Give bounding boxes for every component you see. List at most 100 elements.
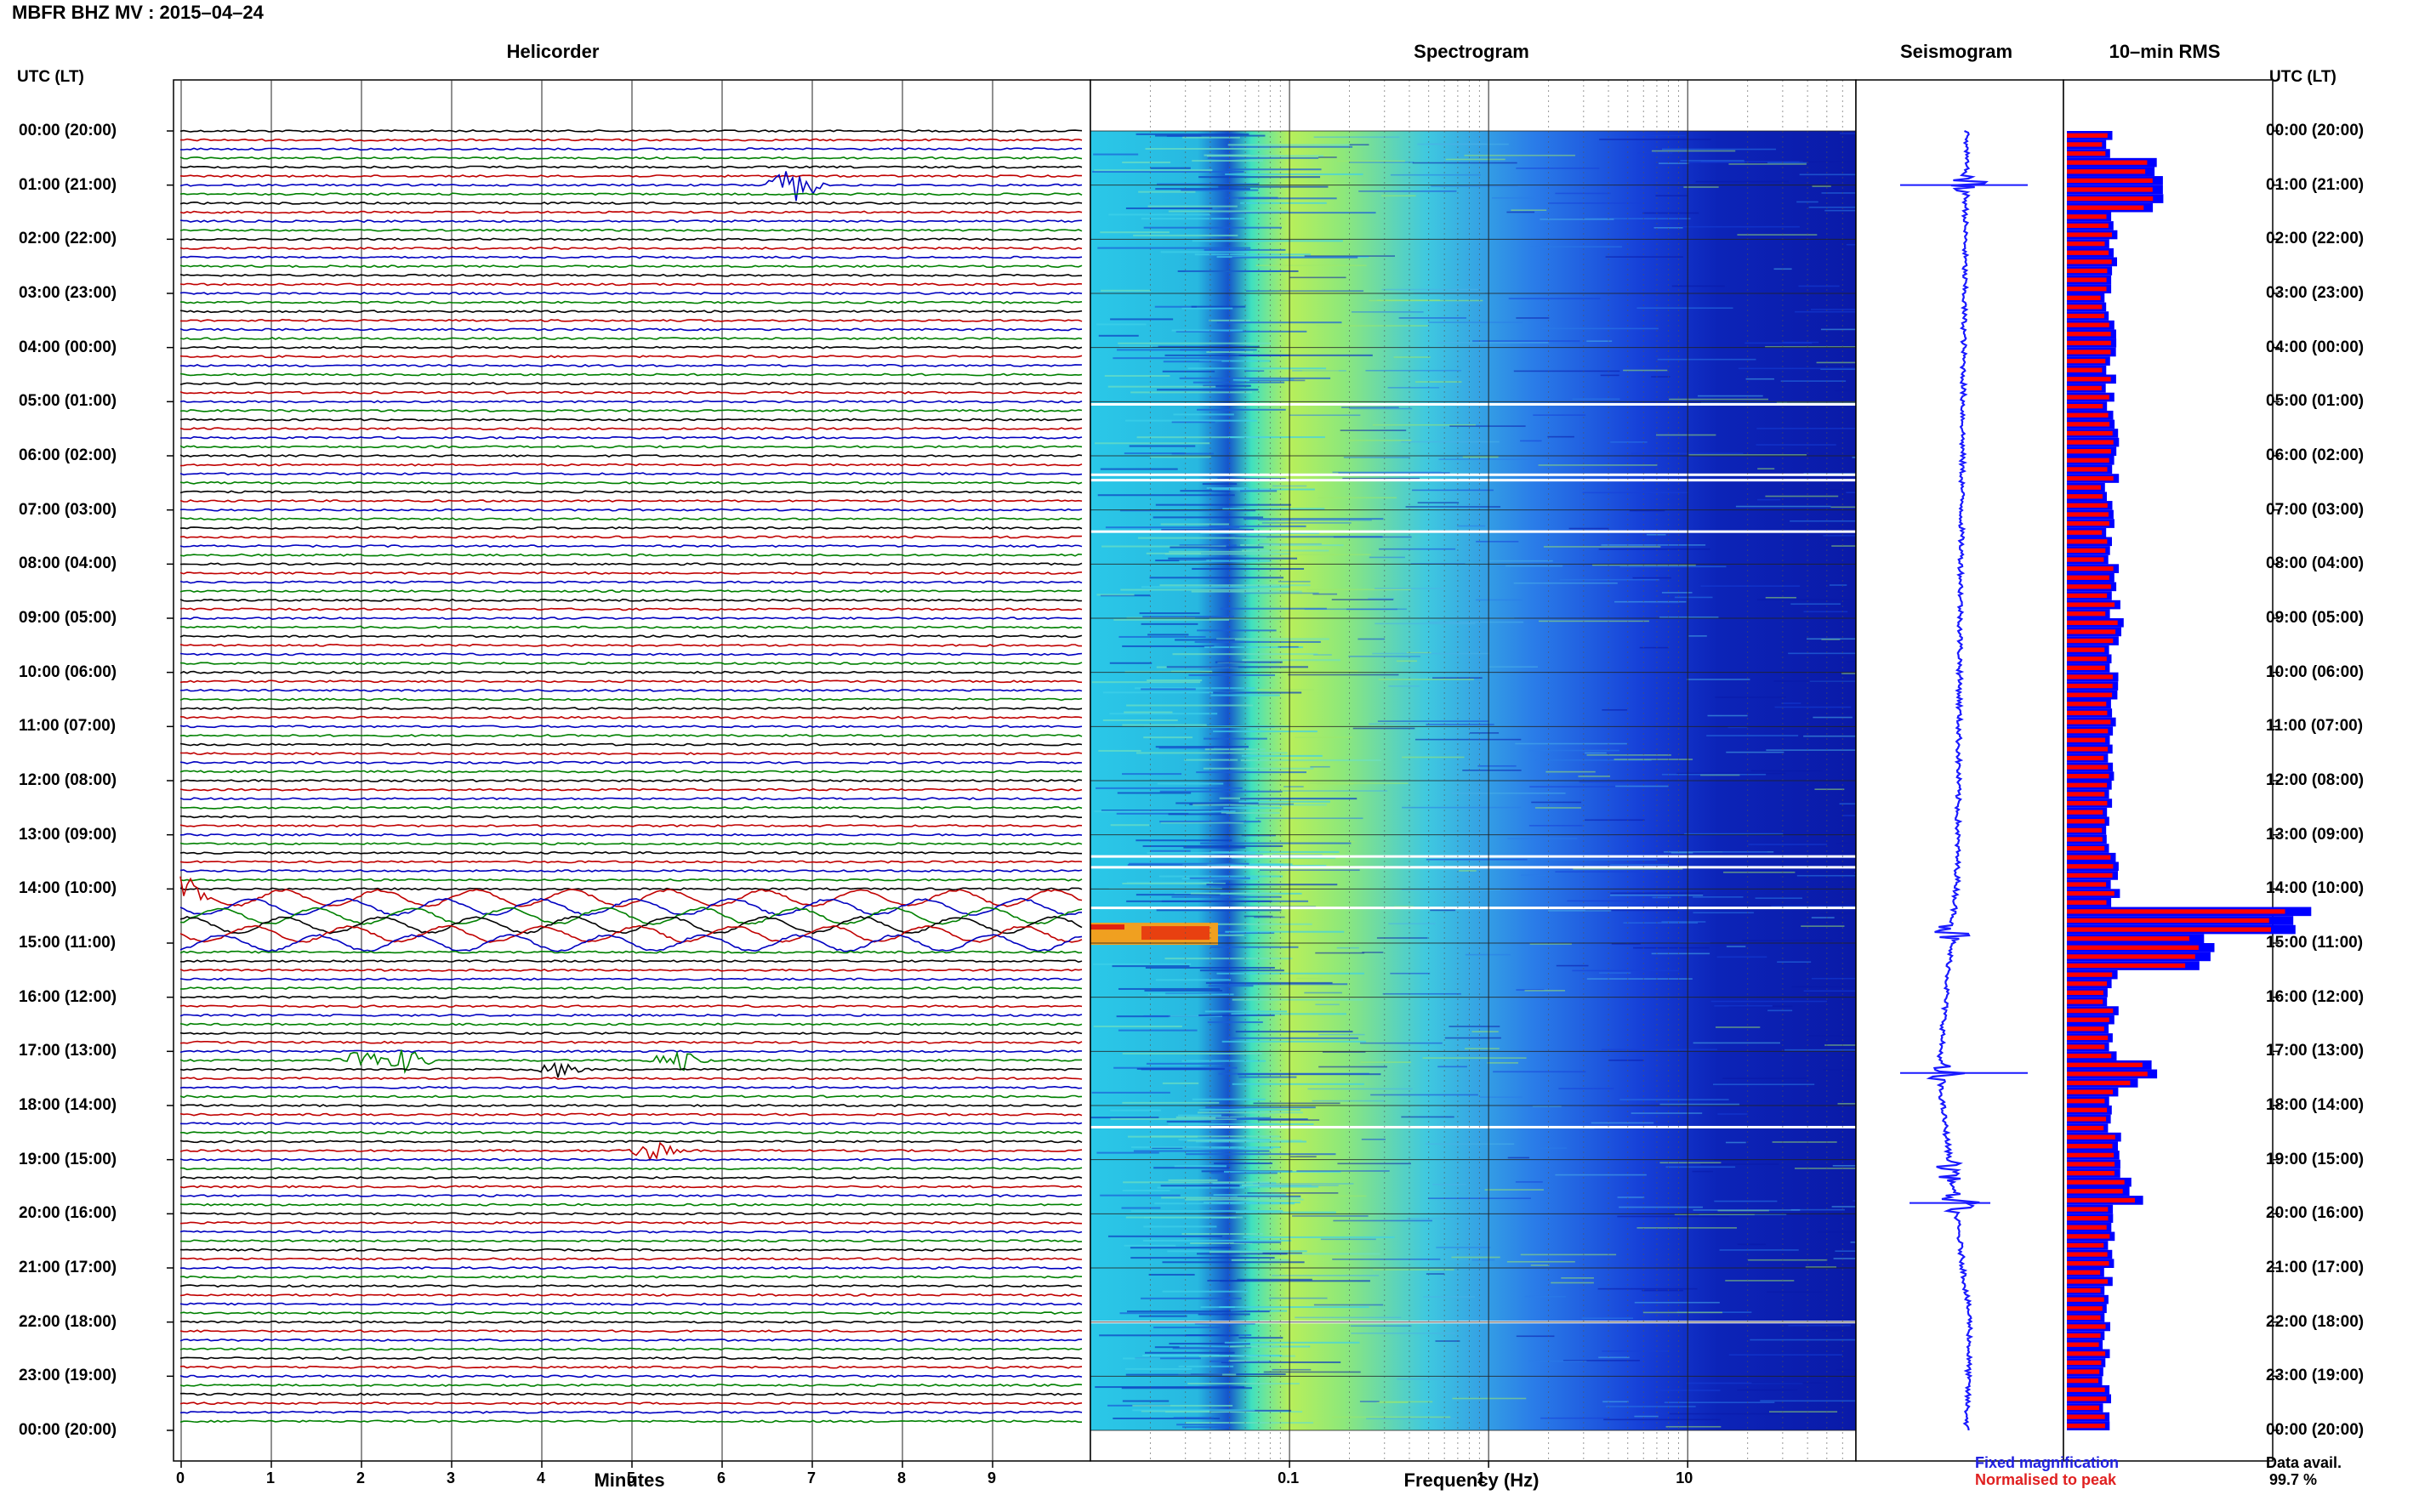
spectrogram-streak — [1179, 544, 1237, 547]
spectrogram-streak — [1398, 317, 1467, 319]
spectrogram-streak — [1150, 167, 1191, 169]
spectrogram-streak — [1147, 634, 1189, 636]
spectrogram-streak — [1623, 369, 1668, 372]
spectrogram-streak — [1545, 770, 1596, 773]
spectrogram-streak — [1227, 168, 1322, 171]
spectrogram-streak — [1396, 660, 1417, 662]
spectrogram-streak — [1449, 425, 1526, 427]
rms-bar-normalised — [2067, 467, 2108, 472]
spectrogram-streak — [1791, 986, 1898, 988]
rms-bar-normalised — [2067, 665, 2105, 671]
spectrogram-streak — [1653, 227, 1683, 229]
helicorder-trace — [179, 1275, 1083, 1279]
time-tick-label-right: 00:00 (20:00) — [2266, 1421, 2365, 1439]
spectrogram-streak — [1162, 1290, 1248, 1293]
spectrogram-streak — [1196, 771, 1306, 774]
spectrogram-streak — [1814, 788, 1845, 790]
helicorder-trace — [179, 219, 1083, 224]
spectrogram-streak — [1187, 1383, 1300, 1385]
time-tick-label-right: 15:00 (11:00) — [2266, 934, 2364, 952]
spectrogram-streak — [1170, 546, 1264, 549]
spectrogram-streak — [1538, 464, 1658, 466]
helicorder-trace — [179, 1202, 1083, 1207]
spectrogram-streak — [1168, 210, 1289, 213]
spectrogram-streak — [1365, 369, 1462, 372]
helicorder-trace — [179, 752, 1083, 756]
spectrogram-streak — [1163, 361, 1222, 363]
spectrogram-streak — [1206, 884, 1338, 886]
time-tick-label-left: 08:00 (04:00) — [19, 554, 117, 573]
rms-bar-normalised — [2067, 475, 2114, 481]
spectrogram-streak — [1528, 1360, 1587, 1362]
spectrogram-streak — [1263, 1371, 1361, 1373]
spectrogram-streak — [1706, 735, 1799, 736]
minute-tick-label: 0 — [176, 1469, 185, 1486]
helicorder-trace — [179, 553, 1083, 557]
helicorder-trace — [179, 734, 1083, 737]
rms-bar-normalised — [2067, 1315, 2101, 1321]
helicorder-trace — [179, 490, 1083, 494]
rms-bar-normalised — [2067, 954, 2195, 959]
time-tick-label-right: 00:00 (20:00) — [2266, 122, 2365, 139]
spectrogram-streak — [1639, 646, 1670, 649]
rms-bar-normalised — [2067, 638, 2114, 644]
spectrogram-streak — [1515, 1181, 1543, 1183]
spectrogram-streak — [1601, 544, 1706, 546]
rms-bar-normalised — [2067, 1197, 2135, 1203]
spectrogram-streak — [1109, 662, 1153, 664]
spectrogram-streak — [1178, 1365, 1234, 1367]
spectrogram-streak — [1381, 288, 1479, 291]
spectrogram-streak — [1790, 520, 1889, 522]
spectrogram-streak — [1192, 381, 1285, 384]
spectrogram-streak — [1257, 1119, 1320, 1121]
spectrogram-streak — [1130, 1210, 1283, 1213]
spectrogram-streak — [1435, 1340, 1460, 1342]
helicorder-trace — [179, 1392, 1083, 1396]
data-avail-label: Data avail. — [2266, 1454, 2342, 1471]
helicorder-trace — [179, 571, 1083, 575]
spectrogram-streak — [1693, 896, 1744, 898]
spectrogram-streak — [1242, 659, 1341, 662]
spectrogram-streak — [1813, 716, 1853, 719]
spectrogram-streak — [1602, 1350, 1669, 1352]
helicorder-trace — [179, 1040, 1083, 1044]
helicorder-trace — [179, 1112, 1083, 1117]
spectrogram-streak — [1200, 531, 1320, 534]
rms-bar-normalised — [2067, 710, 2108, 716]
helicorder-trace — [179, 968, 1083, 972]
spectrogram-streak — [1719, 1249, 1799, 1251]
spectrogram-streak — [1533, 414, 1586, 416]
spectrogram-streak — [1836, 842, 1856, 844]
spectrogram-streak — [1119, 509, 1256, 512]
spectrogram-streak — [1671, 285, 1725, 287]
spectrogram-streak — [1520, 440, 1542, 442]
spectrogram-streak — [1538, 620, 1649, 622]
rms-bar-normalised — [2067, 845, 2105, 851]
minute-tick-label: 6 — [717, 1469, 726, 1486]
spectrogram-streak — [1171, 895, 1282, 898]
spectrogram-streak — [1655, 195, 1688, 196]
spectrogram-streak — [1227, 1037, 1359, 1039]
spectrogram-streak — [1693, 1042, 1781, 1044]
helicorder-trace — [179, 1356, 1083, 1361]
spectrogram-streak — [1605, 1406, 1696, 1407]
spectrogram-streak — [1231, 1259, 1289, 1261]
spectrogram-streak — [1343, 457, 1410, 458]
spectrogram-streak — [1472, 340, 1580, 342]
spectrogram-streak — [1445, 158, 1505, 161]
spectrogram-streak — [1710, 1000, 1827, 1003]
spectrogram-streak — [1776, 401, 1875, 403]
spectrogram-streak — [1402, 806, 1522, 809]
helicorder-trace — [180, 138, 1083, 142]
spectrogram-streak — [1487, 1062, 1519, 1064]
rms-bar-normalised — [2067, 205, 2144, 210]
spectrogram-streak — [1591, 1122, 1654, 1124]
spectrogram-streak — [1452, 1397, 1527, 1400]
spectrogram-streak — [1177, 1114, 1221, 1117]
spectrogram-streak — [1313, 654, 1332, 656]
spectrogram-streak — [1568, 527, 1609, 530]
rms-bar-normalised — [2067, 1306, 2103, 1311]
rms-bar-normalised — [2067, 1179, 2125, 1185]
rms-bar-normalised — [2067, 1117, 2107, 1122]
